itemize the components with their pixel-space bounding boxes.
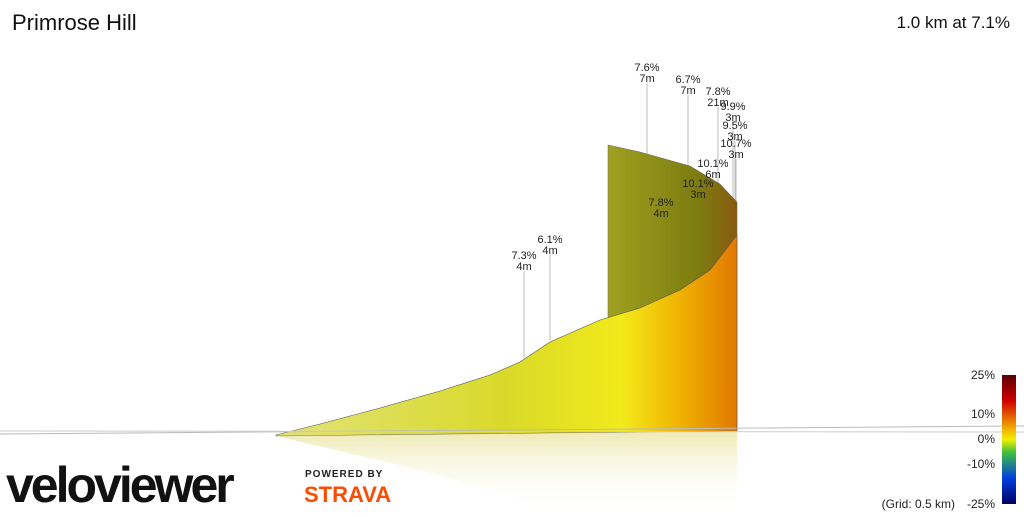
strava: STRAVA: [304, 482, 391, 507]
annotation-length: 4m: [653, 208, 668, 220]
color-scale-bar: [1002, 375, 1016, 504]
scale-label: -10%: [967, 457, 995, 471]
annotation-grade: 6.1%: [537, 234, 562, 246]
annotation-length: 3m: [690, 189, 705, 201]
ground-line: [0, 425, 1024, 435]
annotation-grade: 7.8%: [648, 197, 673, 209]
annotation-grade: 9.9%: [720, 101, 745, 113]
annotation-length: 3m: [725, 112, 740, 124]
powered-by: POWERED BY: [305, 469, 383, 480]
scale-label: 10%: [971, 407, 995, 421]
color-scale: 25% 10% 0% -10% -25% (Grid: 0.5 km): [882, 368, 996, 511]
scale-label: -25%: [967, 497, 995, 511]
scale-label: 0%: [978, 432, 996, 446]
annotation-grade: 7.3%: [511, 250, 536, 262]
annotation-length: 7m: [639, 73, 654, 85]
annotation-grade: 6.7%: [675, 74, 700, 86]
annotation-grade: 10.1%: [697, 158, 728, 170]
annotations: 7.3%4m6.1%4m7.8%4m7.6%7m 6.7%7m10.1%3m10.…: [511, 62, 751, 273]
annotation-length: 4m: [516, 261, 531, 273]
annotation-length: 21m: [707, 97, 728, 109]
annotation-length: 3m: [727, 131, 742, 143]
grid-note: (Grid: 0.5 km): [882, 497, 955, 511]
summary: 1.0 km at 7.1%: [897, 13, 1010, 32]
ground-line: [0, 430, 1024, 433]
annotation-grade: 10.1%: [682, 178, 713, 190]
annotation-length: 6m: [705, 169, 720, 181]
annotation-length: 7m: [680, 85, 695, 97]
profile-front: [275, 234, 738, 437]
annotation-length: 4m: [542, 245, 557, 257]
annotation-grade: 10.7%: [720, 138, 751, 150]
logo: veloviewer: [6, 457, 234, 512]
annotation-grade: 7.6%: [634, 62, 659, 74]
scale-label: 25%: [971, 368, 995, 382]
annotation-length: 3m: [728, 149, 743, 161]
title: Primrose Hill: [12, 10, 137, 35]
profile-reflection: [276, 431, 737, 512]
annotation-grade: 7.8%: [705, 86, 730, 98]
annotation-grade: 9.5%: [722, 120, 747, 132]
